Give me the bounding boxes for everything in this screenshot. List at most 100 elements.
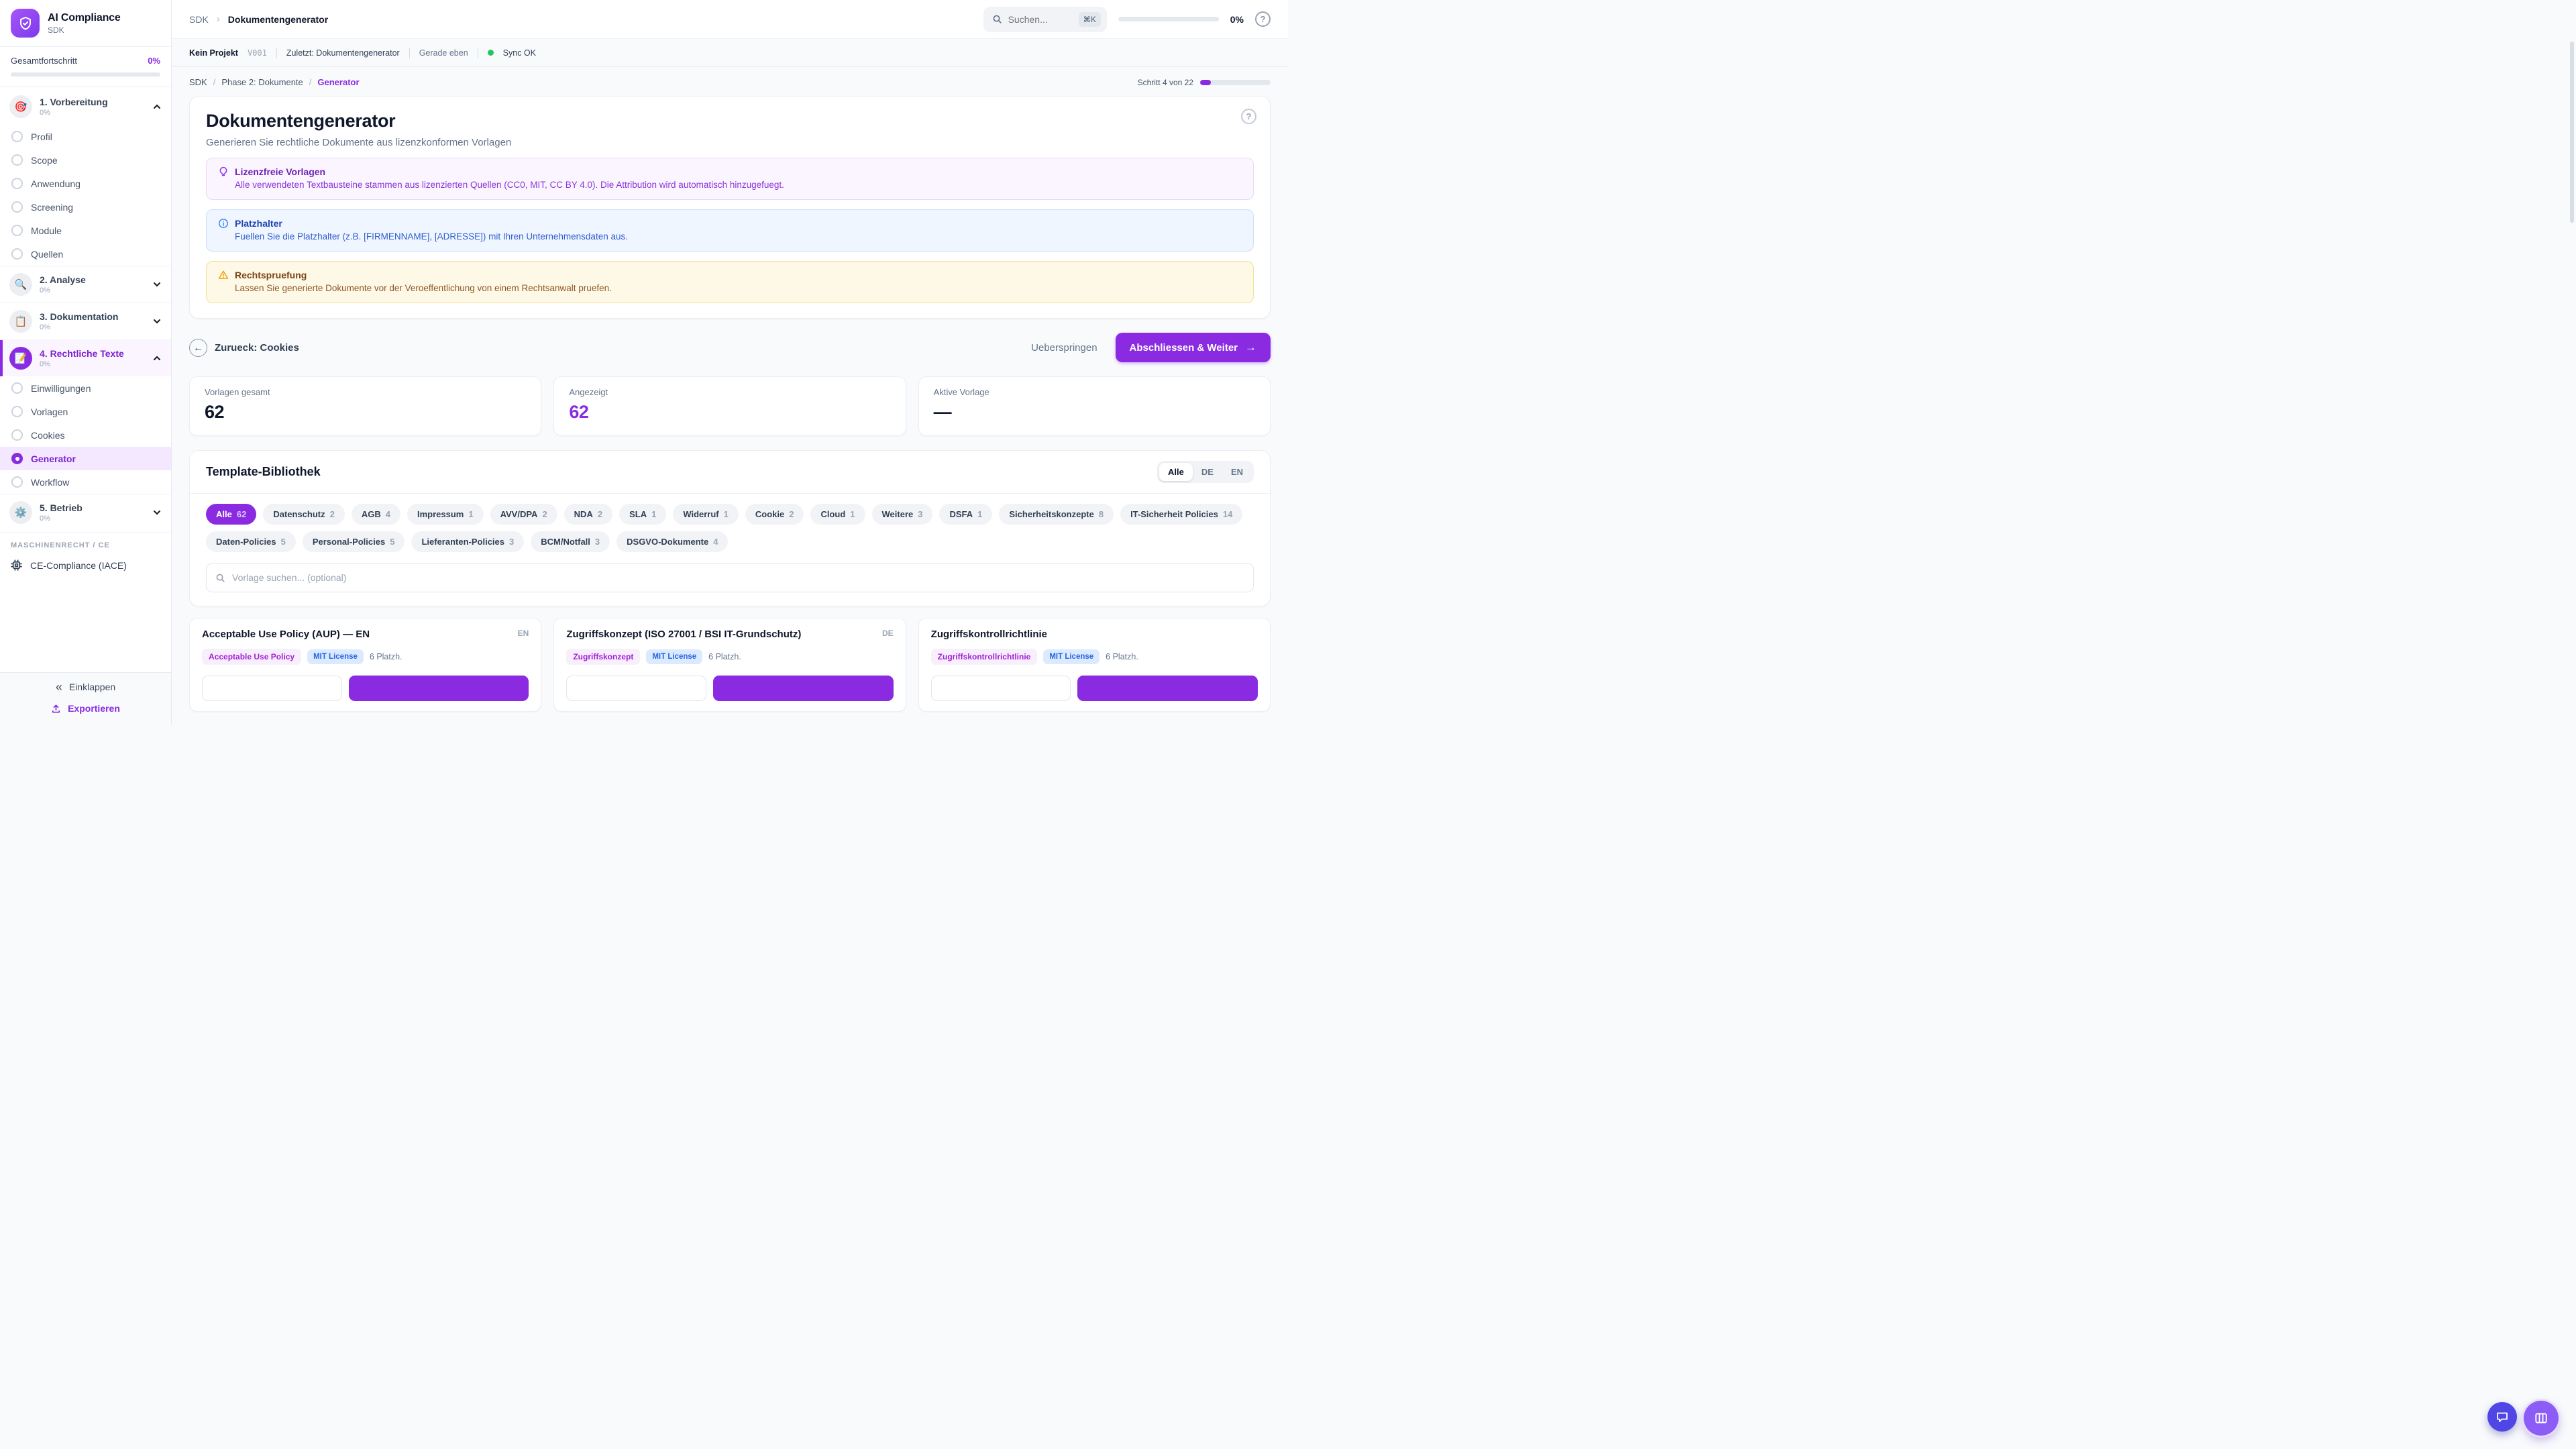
template-preview-button[interactable] (202, 676, 342, 701)
skip-button[interactable]: Ueberspringen (1031, 341, 1097, 354)
clipboard-icon: 📋 (9, 310, 32, 333)
filter-chip[interactable]: Daten-Policies 5 (206, 531, 296, 552)
sidebar-item-quellen[interactable]: Quellen (0, 242, 171, 266)
lang-tab-de[interactable]: DE (1193, 463, 1222, 481)
filter-chip[interactable]: DSFA 1 (939, 504, 993, 525)
filter-chip[interactable]: Cloud 1 (810, 504, 865, 525)
template-lang-badge: DE (881, 629, 894, 638)
overall-progress-bar (11, 72, 160, 76)
sidebar-item-scope[interactable]: Scope (0, 148, 171, 172)
help-button[interactable]: ? (1255, 11, 1271, 27)
lang-tab-alle[interactable]: Alle (1159, 463, 1193, 481)
sidebar-section-analyse[interactable]: 🔍 2. Analyse 0% (0, 266, 171, 303)
radio-icon (11, 406, 23, 417)
filter-chip[interactable]: Cookie 2 (745, 504, 804, 525)
stat-shown-templates: Angezeigt 62 (553, 376, 906, 436)
sidebar-item-anwendung[interactable]: Anwendung (0, 172, 171, 195)
sidebar-item-einwilligungen[interactable]: Einwilligungen (0, 376, 171, 400)
template-card: Zugriffskontrollrichtlinie Zugriffskontr… (918, 618, 1271, 712)
sidebar-item-profil[interactable]: Profil (0, 125, 171, 148)
chat-button[interactable] (2487, 1402, 2517, 1432)
sidebar-item-vorlagen[interactable]: Vorlagen (0, 400, 171, 423)
template-cards: Acceptable Use Policy (AUP) — EN EN Acce… (189, 618, 1271, 712)
machine-section-label: MASCHINENRECHT / CE (0, 532, 171, 554)
note-placeholders: Platzhalter Fuellen Sie die Platzhalter … (206, 209, 1254, 252)
sidebar-section-betrieb[interactable]: ⚙️ 5. Betrieb 0% (0, 494, 171, 531)
sidebar-section-dokumentation[interactable]: 📋 3. Dokumentation 0% (0, 303, 171, 339)
filter-chip[interactable]: Alle 62 (206, 504, 257, 525)
filter-chip[interactable]: Lieferanten-Policies 3 (411, 531, 525, 552)
collapse-sidebar-button[interactable]: « Einklappen (55, 680, 116, 694)
stats-row: Vorlagen gesamt 62 Angezeigt 62 Aktive V… (189, 376, 1271, 436)
app-logo (11, 9, 40, 38)
breadcrumb-root[interactable]: SDK (189, 13, 209, 25)
breadcrumb-sdk[interactable]: SDK (189, 77, 207, 87)
filter-chip[interactable]: Personal-Policies 5 (302, 531, 405, 552)
template-preview-button[interactable] (930, 676, 1071, 701)
filter-chip[interactable]: AGB 4 (351, 504, 400, 525)
filter-chip[interactable]: BCM/Notfall 3 (531, 531, 610, 552)
project-name: Kein Projekt (189, 48, 238, 58)
filter-chips: Alle 62 Datenschutz 2 AGB 4 Impressum 1 … (190, 494, 1270, 561)
template-generate-button[interactable] (348, 676, 529, 701)
magnifier-icon: 🔍 (9, 273, 32, 296)
chevron-down-icon (152, 317, 162, 326)
filter-chip[interactable]: Impressum 1 (407, 504, 484, 525)
double-chevron-left-icon: « (55, 680, 62, 694)
template-search[interactable] (206, 563, 1254, 592)
sidebar-section-vorbereitung[interactable]: 🎯 1. Vorbereitung 0% (0, 89, 171, 125)
sidebar-item-generator[interactable]: Generator (0, 447, 171, 470)
template-preview-button[interactable] (566, 676, 706, 701)
arrow-right-icon: → (1245, 341, 1256, 354)
template-generate-button[interactable] (713, 676, 894, 701)
panel-toggle-button[interactable] (2524, 1401, 2559, 1436)
radio-icon (11, 225, 23, 236)
sidebar-item-workflow[interactable]: Workflow (0, 470, 171, 494)
template-lang-badge: EN (517, 629, 529, 638)
template-title: Acceptable Use Policy (AUP) — EN (202, 629, 370, 640)
license-tag: MIT License (1043, 649, 1100, 664)
category-tag: Zugriffskontrollrichtlinie (930, 649, 1038, 665)
placeholder-count: 6 Platzh. (1106, 652, 1138, 661)
main-area: SDK › Dokumentengenerator ⌘K 0% ? Kein P… (172, 0, 1288, 724)
filter-chip[interactable]: IT-Sicherheit Policies 14 (1120, 504, 1243, 525)
breadcrumb-generator: Generator (317, 77, 360, 87)
topbar: SDK › Dokumentengenerator ⌘K 0% ? (172, 0, 1288, 39)
library-title: Template-Bibliothek (206, 465, 321, 478)
template-search-input[interactable] (232, 572, 1244, 583)
filter-chip[interactable]: Widerruf 1 (673, 504, 739, 525)
stat-total-templates: Vorlagen gesamt 62 (189, 376, 542, 436)
lang-tab-en[interactable]: EN (1222, 463, 1252, 481)
filter-chip[interactable]: Weitere 3 (871, 504, 933, 525)
sidebar-item-ce-compliance[interactable]: CE-Compliance (IACE) (0, 554, 171, 580)
template-card: Zugriffskonzept (ISO 27001 / BSI IT-Grun… (553, 618, 906, 712)
radio-icon (11, 248, 23, 260)
global-search[interactable]: ⌘K (983, 6, 1107, 32)
export-button[interactable]: Exportieren (51, 703, 120, 714)
version-badge: V001 (247, 48, 267, 58)
sidebar-item-cookies[interactable]: Cookies (0, 423, 171, 447)
page-scrollbar[interactable] (2570, 42, 2574, 223)
license-tag: MIT License (646, 649, 703, 664)
template-title: Zugriffskonzept (ISO 27001 / BSI IT-Grun… (566, 629, 802, 640)
hero-help-button[interactable]: ? (1241, 109, 1256, 124)
app-title: AI Compliance (48, 11, 121, 23)
finish-next-button[interactable]: Abschliessen & Weiter → (1115, 333, 1271, 362)
template-generate-button[interactable] (1077, 676, 1258, 701)
template-title: Zugriffskontrollrichtlinie (930, 629, 1047, 640)
breadcrumb-phase[interactable]: Phase 2: Dokumente (221, 77, 303, 87)
filter-chip[interactable]: SLA 1 (619, 504, 667, 525)
sidebar-section-rechtliche-texte[interactable]: 📝 4. Rechtliche Texte 0% (0, 340, 171, 376)
filter-chip[interactable]: Datenschutz 2 (263, 504, 345, 525)
filter-chip[interactable]: Sicherheitskonzepte 8 (999, 504, 1114, 525)
header-progress-value: 0% (1230, 13, 1244, 25)
sidebar-item-module[interactable]: Module (0, 219, 171, 242)
filter-chip[interactable]: AVV/DPA 2 (490, 504, 557, 525)
global-search-input[interactable] (1008, 13, 1073, 25)
cpu-icon (11, 559, 22, 571)
category-tag: Acceptable Use Policy (202, 649, 302, 665)
filter-chip[interactable]: NDA 2 (564, 504, 613, 525)
filter-chip[interactable]: DSGVO-Dokumente 4 (616, 531, 729, 552)
back-button[interactable]: ← Zurueck: Cookies (189, 338, 299, 357)
sidebar-item-screening[interactable]: Screening (0, 195, 171, 219)
